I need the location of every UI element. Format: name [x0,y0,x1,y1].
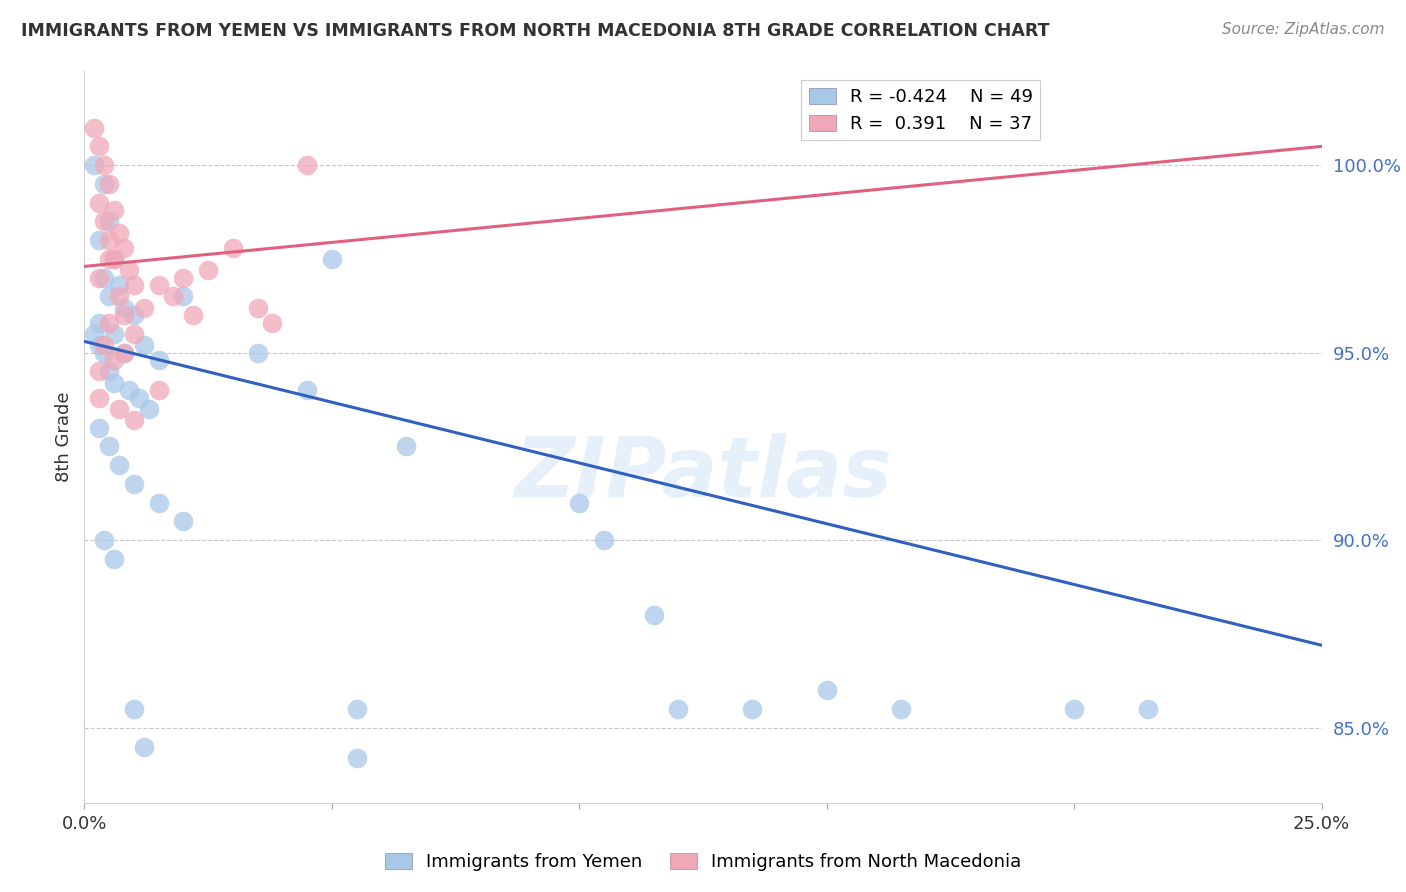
Point [108,226,131,240]
Point [162,289,184,303]
Point [103,552,125,566]
Point [132,739,155,754]
Point [741,702,763,716]
Point [93,338,115,352]
Point [132,338,155,352]
Point [108,458,131,473]
Point [122,326,145,341]
Point [89,420,111,434]
Legend: R = -0.424    N = 49, R =  0.391    N = 37: R = -0.424 N = 49, R = 0.391 N = 37 [801,80,1040,140]
Point [128,391,150,405]
Point [108,278,131,293]
Point [89,316,111,330]
Point [103,203,125,218]
Point [112,345,135,359]
Point [568,496,591,510]
Point [83,120,105,135]
Point [148,278,170,293]
Point [172,289,194,303]
Y-axis label: 8th Grade: 8th Grade [55,392,73,483]
Point [98,233,121,247]
Point [89,364,111,378]
Point [172,515,194,529]
Point [103,326,125,341]
Point [98,316,121,330]
Point [103,353,125,368]
Point [103,376,125,390]
Point [98,289,121,303]
Point [122,278,145,293]
Point [108,401,131,416]
Point [395,440,418,454]
Point [148,353,170,368]
Point [93,214,115,228]
Point [295,158,318,172]
Point [122,413,145,427]
Point [246,301,269,315]
Point [197,263,219,277]
Point [148,496,170,510]
Point [172,270,194,285]
Point [83,158,105,172]
Point [98,214,121,228]
Point [118,263,141,277]
Point [112,301,135,315]
Point [103,252,125,266]
Point [1063,702,1085,716]
Point [321,252,343,266]
Point [93,270,115,285]
Point [89,195,111,210]
Point [1137,702,1160,716]
Point [593,533,616,548]
Point [89,139,111,153]
Text: IMMIGRANTS FROM YEMEN VS IMMIGRANTS FROM NORTH MACEDONIA 8TH GRADE CORRELATION C: IMMIGRANTS FROM YEMEN VS IMMIGRANTS FROM… [21,22,1050,40]
Text: ZIPatlas: ZIPatlas [515,434,891,514]
Point [246,345,269,359]
Point [112,308,135,322]
Point [112,345,135,359]
Point [98,364,121,378]
Point [222,241,245,255]
Point [262,316,284,330]
Point [89,270,111,285]
Point [103,252,125,266]
Point [815,683,838,698]
Point [132,301,155,315]
Point [93,345,115,359]
Point [118,383,141,397]
Point [93,533,115,548]
Point [295,383,318,397]
Point [181,308,204,322]
Point [666,702,689,716]
Legend: Immigrants from Yemen, Immigrants from North Macedonia: Immigrants from Yemen, Immigrants from N… [377,846,1029,879]
Point [89,233,111,247]
Point [112,241,135,255]
Point [148,383,170,397]
Point [83,326,105,341]
Point [108,289,131,303]
Point [346,751,368,765]
Point [98,177,121,191]
Point [89,391,111,405]
Point [122,308,145,322]
Point [346,702,368,716]
Point [643,608,665,623]
Point [93,158,115,172]
Point [93,177,115,191]
Text: Source: ZipAtlas.com: Source: ZipAtlas.com [1222,22,1385,37]
Point [98,440,121,454]
Point [98,252,121,266]
Point [122,477,145,491]
Point [138,401,160,416]
Point [122,702,145,716]
Point [89,338,111,352]
Point [890,702,912,716]
